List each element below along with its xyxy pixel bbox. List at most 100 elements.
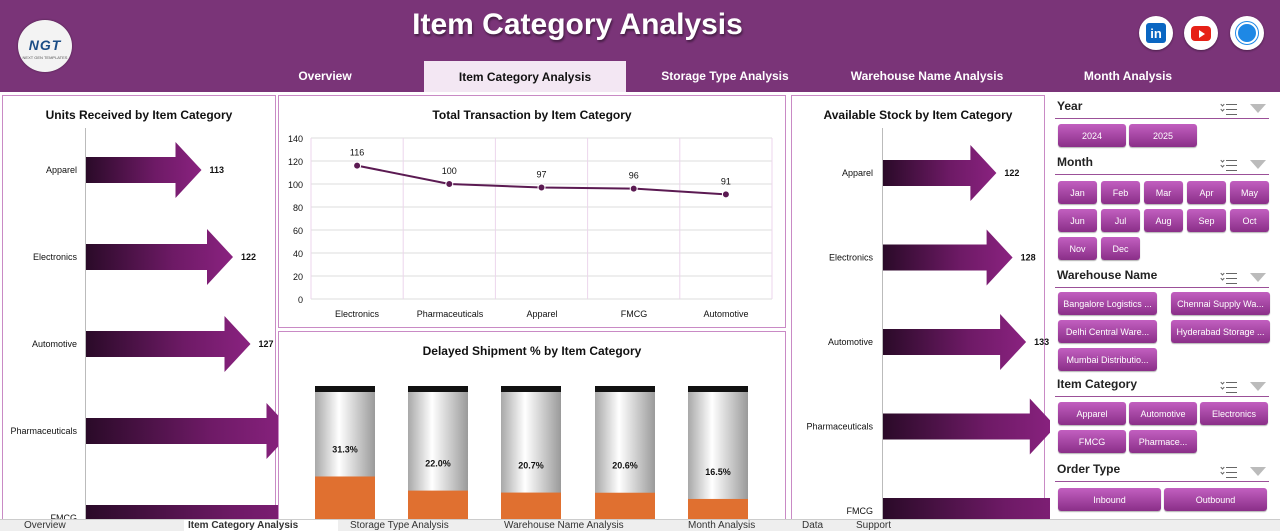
- warehouse-chip[interactable]: Chennai Supply Wa...: [1171, 292, 1270, 315]
- multi-select-icon[interactable]: [1220, 380, 1237, 393]
- sheet-tab-month-analysis[interactable]: Month Analysis: [688, 520, 756, 531]
- item-category-chip[interactable]: Electronics: [1200, 402, 1268, 425]
- slicer-divider: [1055, 396, 1269, 397]
- data-point: [537, 183, 546, 192]
- header-banner: NGT NEXT GEN TEMPLATES Item Category Ana…: [0, 0, 1280, 92]
- x-tick: Pharmaceuticals: [416, 309, 484, 319]
- tab-overview[interactable]: Overview: [298, 69, 352, 83]
- year-chip[interactable]: 2025: [1129, 124, 1197, 147]
- logo-text: NGT: [28, 37, 62, 53]
- clear-filter-icon[interactable]: [1250, 104, 1266, 113]
- item-category-chip[interactable]: Apparel: [1058, 402, 1126, 425]
- sheet-tab-support[interactable]: Support: [856, 520, 892, 531]
- clear-filter-icon[interactable]: [1250, 160, 1266, 169]
- data-label: 20.7%: [518, 461, 544, 471]
- month-chip[interactable]: Dec: [1101, 237, 1140, 260]
- available-stock-axis: [882, 128, 883, 526]
- warehouse-chip[interactable]: Mumbai Distributio...: [1058, 348, 1157, 371]
- month-chip[interactable]: May: [1230, 181, 1269, 204]
- data-point: [629, 184, 638, 193]
- warehouse-chip[interactable]: Bangalore Logistics ...: [1058, 292, 1157, 315]
- data-point: [353, 161, 362, 170]
- multi-select-icon[interactable]: [1220, 158, 1237, 171]
- month-chip[interactable]: Sep: [1187, 209, 1226, 232]
- total-transaction-title: Total Transaction by Item Category: [432, 108, 632, 122]
- website-button[interactable]: [1230, 16, 1264, 50]
- data-label: 97: [536, 169, 546, 179]
- cylinder-cap: [595, 386, 655, 392]
- month-chip[interactable]: Aug: [1144, 209, 1183, 232]
- year-chip[interactable]: 2024: [1058, 124, 1126, 147]
- item-category-chip[interactable]: Automotive: [1129, 402, 1197, 425]
- warehouse-chip[interactable]: Delhi Central Ware...: [1058, 320, 1157, 343]
- slicer-year-title: Year: [1057, 99, 1083, 113]
- youtube-button[interactable]: [1184, 16, 1218, 50]
- bar-arrow: [883, 229, 1013, 286]
- month-chip[interactable]: Feb: [1101, 181, 1140, 204]
- x-tick: Automotive: [703, 309, 749, 319]
- sheet-tab-overview[interactable]: Overview: [24, 520, 66, 531]
- month-chip[interactable]: Apr: [1187, 181, 1226, 204]
- y-tick: 60: [292, 226, 303, 236]
- order-type-chip[interactable]: Outbound: [1164, 488, 1267, 511]
- globe-icon: [1236, 22, 1258, 44]
- available-stock-chart: Apparel 122 Electronics 128 Automotive 133 Pha…: [806, 145, 1050, 524]
- y-tick: 100: [287, 180, 303, 190]
- data-label: 16.5%: [705, 467, 731, 477]
- delayed-shipment-title: Delayed Shipment % by Item Category: [422, 344, 642, 358]
- slicer-divider: [1055, 287, 1269, 288]
- multi-select-icon[interactable]: [1220, 102, 1237, 115]
- linkedin-button[interactable]: in: [1139, 16, 1173, 50]
- data-label: 133: [1034, 337, 1049, 347]
- multi-select-icon[interactable]: [1220, 271, 1237, 284]
- bar-arrow: [86, 229, 233, 285]
- item-category-chip[interactable]: FMCG: [1058, 430, 1126, 453]
- tab-warehouse-name-analysis[interactable]: Warehouse Name Analysis: [850, 69, 1004, 83]
- multi-select-icon[interactable]: [1220, 465, 1237, 478]
- bar-arrow: [883, 145, 997, 201]
- ngt-logo: NGT NEXT GEN TEMPLATES: [18, 20, 72, 72]
- y-tick: 140: [287, 134, 303, 144]
- clear-filter-icon[interactable]: [1250, 273, 1266, 282]
- data-label: 116: [350, 148, 364, 158]
- x-tick: Apparel: [526, 309, 558, 319]
- slicer-item-category-title: Item Category: [1057, 377, 1138, 391]
- tab-item-category-analysis[interactable]: Item Category Analysis: [424, 61, 626, 92]
- y-tick: 20: [292, 272, 303, 282]
- data-label: 22.0%: [425, 459, 451, 469]
- sheet-tab-warehouse-name-analysis[interactable]: Warehouse Name Analysis: [504, 520, 624, 531]
- category-label: Electronics: [829, 253, 874, 263]
- cylinder-cap: [315, 386, 375, 392]
- sheet-tab-data[interactable]: Data: [802, 520, 824, 531]
- clear-filter-icon[interactable]: [1250, 467, 1266, 476]
- units-received-title: Units Received by Item Category: [45, 108, 233, 122]
- month-chip[interactable]: Jul: [1101, 209, 1140, 232]
- category-label: FMCG: [847, 506, 874, 516]
- month-chip[interactable]: Nov: [1058, 237, 1097, 260]
- bar-arrow: [86, 142, 202, 198]
- sheet-tab-storage-type-analysis[interactable]: Storage Type Analysis: [350, 520, 449, 531]
- y-tick: 120: [287, 157, 303, 167]
- data-point: [445, 180, 454, 188]
- category-label: Apparel: [842, 168, 873, 178]
- tab-month-analysis[interactable]: Month Analysis: [1083, 69, 1173, 83]
- month-chip[interactable]: Jan: [1058, 181, 1097, 204]
- data-label: 113: [210, 165, 225, 175]
- order-type-chip[interactable]: Inbound: [1058, 488, 1161, 511]
- tab-storage-type-analysis[interactable]: Storage Type Analysis: [661, 69, 789, 83]
- sheet-tab-item-category-analysis[interactable]: Item Category Analysis: [184, 520, 338, 531]
- data-label: 122: [241, 252, 256, 262]
- warehouse-chip[interactable]: Hyderabad Storage ...: [1171, 320, 1270, 343]
- month-chip[interactable]: Oct: [1230, 209, 1269, 232]
- category-label: Electronics: [33, 252, 78, 262]
- month-chip[interactable]: Mar: [1144, 181, 1183, 204]
- total-transaction-chart: 116 100 97 96 91: [310, 137, 773, 300]
- item-category-chip[interactable]: Pharmace...: [1129, 430, 1197, 453]
- cylinder-fill: [501, 492, 561, 524]
- slicer-order-type-title: Order Type: [1057, 462, 1121, 476]
- month-chip[interactable]: Jun: [1058, 209, 1097, 232]
- slicer-divider: [1055, 174, 1269, 175]
- clear-filter-icon[interactable]: [1250, 382, 1266, 391]
- bar-arrow: [86, 403, 280, 459]
